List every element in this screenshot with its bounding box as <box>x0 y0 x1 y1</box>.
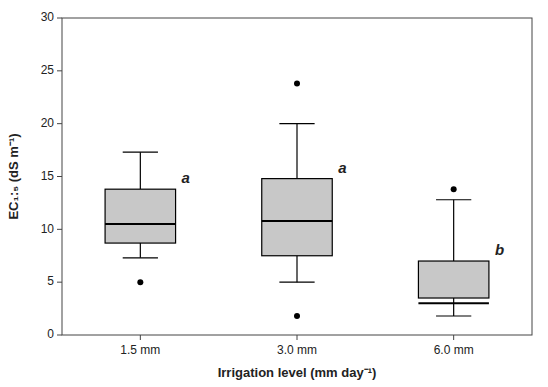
x-tick <box>297 335 298 340</box>
y-tick <box>57 282 62 283</box>
whisker-low <box>296 256 297 282</box>
whisker-low <box>140 243 141 258</box>
cap-low <box>123 257 158 258</box>
y-axis-label: EC₁:₅ (dS m⁻¹) <box>6 133 21 219</box>
y-tick <box>57 123 62 124</box>
x-tick <box>453 335 454 340</box>
flier <box>451 186 457 192</box>
cap-high <box>279 123 314 124</box>
flier <box>294 313 300 319</box>
whisker-high <box>453 200 454 261</box>
box <box>262 179 333 256</box>
significance-label: b <box>495 241 504 258</box>
y-tick <box>57 70 62 71</box>
plot-frame <box>62 18 532 335</box>
whisker-low <box>453 298 454 316</box>
boxes <box>105 81 489 319</box>
y-tick-label: 25 <box>41 63 55 77</box>
y-tick-label: 15 <box>41 169 55 183</box>
x-axis-label: Irrigation level (mm day⁻¹) <box>218 365 377 380</box>
cap-high <box>123 152 158 153</box>
y-tick-label: 5 <box>47 274 54 288</box>
box <box>105 189 176 243</box>
flier <box>137 279 143 285</box>
median <box>105 223 175 225</box>
whisker-high <box>296 124 297 179</box>
x-tick <box>140 335 141 340</box>
x-tick-label: 1.5 mm <box>120 343 160 357</box>
y-tick <box>57 335 62 336</box>
y-tick <box>57 176 62 177</box>
median <box>418 302 489 304</box>
median <box>262 220 333 222</box>
whisker-high <box>140 152 141 189</box>
chart: 0 5 10 15 20 25 30 1.5 mm 3.0 mm 6.0 mm Irrigation… <box>0 0 548 387</box>
y-tick-label: 20 <box>41 116 55 130</box>
y-tick <box>57 18 62 19</box>
y-tick-label: 30 <box>41 10 55 24</box>
x-tick-label: 6.0 mm <box>434 343 474 357</box>
flier <box>294 81 300 87</box>
x-tick-label: 3.0 mm <box>277 343 317 357</box>
cap-low <box>279 282 314 283</box>
box <box>418 261 489 298</box>
significance-label: a <box>182 169 190 186</box>
y-tick-label: 10 <box>41 222 55 236</box>
cap-low <box>436 315 471 316</box>
cap-high <box>436 199 471 200</box>
significance-label: a <box>338 159 346 176</box>
y-tick-label: 0 <box>47 327 54 341</box>
y-tick <box>57 229 62 230</box>
